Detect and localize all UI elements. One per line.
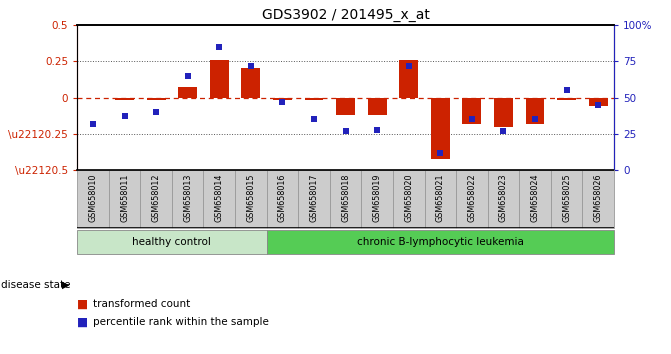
Point <box>151 109 162 115</box>
Point <box>88 121 99 126</box>
Point <box>435 150 446 156</box>
Text: GSM658017: GSM658017 <box>309 173 319 222</box>
Point <box>214 44 225 50</box>
Text: GSM658010: GSM658010 <box>89 173 97 222</box>
Bar <box>329 170 362 228</box>
Bar <box>551 170 582 228</box>
Text: GSM658012: GSM658012 <box>152 173 160 222</box>
Text: disease state: disease state <box>1 280 71 290</box>
Point <box>309 116 319 122</box>
Bar <box>210 60 229 97</box>
Bar <box>242 68 260 97</box>
Text: ■: ■ <box>77 298 89 311</box>
Bar <box>399 60 418 97</box>
Bar <box>525 97 544 124</box>
Bar <box>77 170 109 228</box>
Bar <box>273 97 292 101</box>
Point <box>119 114 130 119</box>
Bar <box>147 97 166 101</box>
Bar <box>178 87 197 97</box>
Text: ▶: ▶ <box>62 280 69 290</box>
Bar <box>393 170 425 228</box>
Bar <box>172 170 203 228</box>
Bar <box>488 170 519 228</box>
Text: healthy control: healthy control <box>132 237 211 247</box>
Text: GSM658014: GSM658014 <box>215 173 223 222</box>
Text: GSM658011: GSM658011 <box>120 173 129 222</box>
Text: GSM658022: GSM658022 <box>468 173 476 222</box>
Text: GSM658018: GSM658018 <box>341 173 350 222</box>
Point <box>277 99 288 105</box>
Bar <box>588 97 608 106</box>
Text: GSM658023: GSM658023 <box>499 173 508 222</box>
Text: GSM658016: GSM658016 <box>278 173 287 222</box>
Text: GSM658019: GSM658019 <box>372 173 382 222</box>
Bar <box>362 170 393 228</box>
Point <box>529 116 540 122</box>
Bar <box>305 97 323 101</box>
Text: GSM658021: GSM658021 <box>435 173 445 222</box>
Bar <box>235 170 266 228</box>
Bar <box>431 97 450 159</box>
Title: GDS3902 / 201495_x_at: GDS3902 / 201495_x_at <box>262 8 429 22</box>
Bar <box>456 170 488 228</box>
Point <box>372 127 382 132</box>
Point <box>466 116 477 122</box>
Bar <box>115 97 134 101</box>
Bar <box>336 97 355 115</box>
Text: GSM658015: GSM658015 <box>246 173 256 222</box>
Point <box>561 87 572 93</box>
Text: GSM658020: GSM658020 <box>404 173 413 222</box>
Point <box>592 102 603 108</box>
Text: percentile rank within the sample: percentile rank within the sample <box>93 317 268 327</box>
Point <box>403 63 414 68</box>
Bar <box>298 170 329 228</box>
Point <box>183 73 193 79</box>
Bar <box>557 97 576 101</box>
Bar <box>140 170 172 228</box>
Bar <box>368 97 386 115</box>
Point <box>340 128 351 134</box>
Bar <box>494 97 513 127</box>
Point <box>498 128 509 134</box>
Bar <box>519 170 551 228</box>
Point <box>246 63 256 68</box>
Bar <box>266 230 614 253</box>
Text: ■: ■ <box>77 316 89 329</box>
Text: GSM658024: GSM658024 <box>531 173 539 222</box>
Text: transformed count: transformed count <box>93 299 190 309</box>
Bar <box>425 170 456 228</box>
Bar <box>109 170 140 228</box>
Bar <box>77 230 266 253</box>
Bar <box>582 170 614 228</box>
Bar <box>266 170 298 228</box>
Text: GSM658025: GSM658025 <box>562 173 571 222</box>
Text: chronic B-lymphocytic leukemia: chronic B-lymphocytic leukemia <box>357 237 524 247</box>
Bar <box>462 97 481 124</box>
Text: GSM658026: GSM658026 <box>594 173 603 222</box>
Bar <box>203 170 235 228</box>
Text: GSM658013: GSM658013 <box>183 173 192 222</box>
